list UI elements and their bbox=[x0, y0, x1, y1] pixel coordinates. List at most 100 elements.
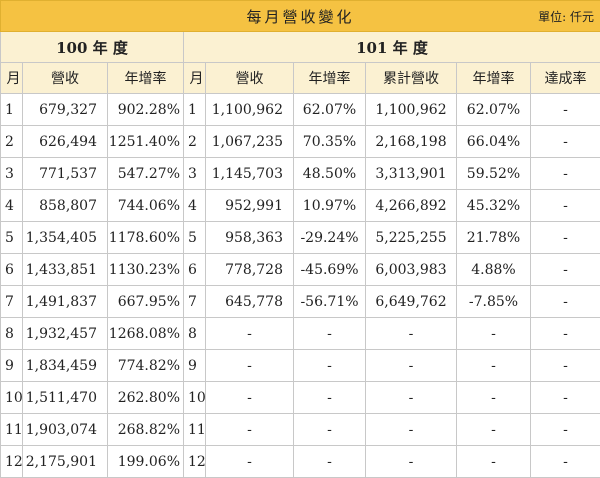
yoy-101-cell: -56.71% bbox=[294, 286, 366, 318]
achievement-cell: - bbox=[531, 414, 600, 446]
achievement-cell: - bbox=[531, 254, 600, 286]
cumulative-cell: - bbox=[366, 350, 457, 382]
month-101-cell: 6 bbox=[184, 254, 206, 286]
month-101-cell: 5 bbox=[184, 222, 206, 254]
month-101-cell: 10 bbox=[184, 382, 206, 414]
month-101-cell: 11 bbox=[184, 414, 206, 446]
month-100-cell: 2 bbox=[1, 126, 23, 158]
month-100-cell: 9 bbox=[1, 350, 23, 382]
yoy-101-cell: - bbox=[294, 350, 366, 382]
month-101-cell: 8 bbox=[184, 318, 206, 350]
yoy-100-cell: 199.06% bbox=[108, 446, 184, 478]
unit-label: 單位: 仟元 bbox=[538, 8, 594, 25]
revenue-100-cell: 626,494 bbox=[23, 126, 108, 158]
month-101-cell: 2 bbox=[184, 126, 206, 158]
revenue-101-cell: - bbox=[206, 382, 294, 414]
cumulative-yoy-cell: - bbox=[457, 318, 531, 350]
revenue-100-cell: 1,903,074 bbox=[23, 414, 108, 446]
revenue-101-cell: - bbox=[206, 350, 294, 382]
col-cumulative: 累計營收 bbox=[366, 63, 457, 94]
revenue-100-cell: 1,491,837 bbox=[23, 286, 108, 318]
yoy-101-cell: 62.07% bbox=[294, 94, 366, 126]
yoy-101-cell: -45.69% bbox=[294, 254, 366, 286]
yoy-100-cell: 744.06% bbox=[108, 190, 184, 222]
revenue-101-cell: - bbox=[206, 414, 294, 446]
revenue-100-cell: 1,433,851 bbox=[23, 254, 108, 286]
year-header-row: 100 年 度 101 年 度 bbox=[1, 32, 600, 63]
col-yoy-101: 年增率 bbox=[294, 63, 366, 94]
achievement-cell: - bbox=[531, 318, 600, 350]
yoy-101-cell: 48.50% bbox=[294, 158, 366, 190]
revenue-101-cell: 958,363 bbox=[206, 222, 294, 254]
cumulative-yoy-cell: - bbox=[457, 446, 531, 478]
cumulative-cell: - bbox=[366, 414, 457, 446]
year-100-header: 100 年 度 bbox=[1, 32, 184, 63]
table-title: 每月營收變化 bbox=[1, 6, 600, 27]
cumulative-cell: 3,313,901 bbox=[366, 158, 457, 190]
revenue-101-cell: 778,728 bbox=[206, 254, 294, 286]
month-100-cell: 1 bbox=[1, 94, 23, 126]
col-month-100: 月 bbox=[1, 63, 23, 94]
cumulative-cell: 1,100,962 bbox=[366, 94, 457, 126]
cumulative-cell: - bbox=[366, 446, 457, 478]
month-100-cell: 3 bbox=[1, 158, 23, 190]
revenue-100-cell: 679,327 bbox=[23, 94, 108, 126]
yoy-101-cell: - bbox=[294, 414, 366, 446]
cumulative-yoy-cell: 21.78% bbox=[457, 222, 531, 254]
revenue-100-cell: 858,807 bbox=[23, 190, 108, 222]
yoy-101-cell: 70.35% bbox=[294, 126, 366, 158]
title-cell: 每月營收變化 單位: 仟元 bbox=[1, 1, 600, 32]
cumulative-yoy-cell: 59.52% bbox=[457, 158, 531, 190]
revenue-100-cell: 1,354,405 bbox=[23, 222, 108, 254]
revenue-100-cell: 2,175,901 bbox=[23, 446, 108, 478]
yoy-100-cell: 902.28% bbox=[108, 94, 184, 126]
month-101-cell: 7 bbox=[184, 286, 206, 318]
cumulative-yoy-cell: - bbox=[457, 414, 531, 446]
cumulative-cell: - bbox=[366, 318, 457, 350]
month-100-cell: 6 bbox=[1, 254, 23, 286]
yoy-100-cell: 1251.40% bbox=[108, 126, 184, 158]
month-101-cell: 9 bbox=[184, 350, 206, 382]
cumulative-cell: 4,266,892 bbox=[366, 190, 457, 222]
achievement-cell: - bbox=[531, 286, 600, 318]
month-100-cell: 5 bbox=[1, 222, 23, 254]
month-101-cell: 3 bbox=[184, 158, 206, 190]
month-100-cell: 8 bbox=[1, 318, 23, 350]
yoy-100-cell: 774.82% bbox=[108, 350, 184, 382]
achievement-cell: - bbox=[531, 126, 600, 158]
col-revenue-100: 營收 bbox=[23, 63, 108, 94]
month-101-cell: 4 bbox=[184, 190, 206, 222]
cumulative-yoy-cell: 45.32% bbox=[457, 190, 531, 222]
month-100-cell: 4 bbox=[1, 190, 23, 222]
col-cumulative-yoy: 年增率 bbox=[457, 63, 531, 94]
col-month-101: 月 bbox=[184, 63, 206, 94]
col-yoy-100: 年增率 bbox=[108, 63, 184, 94]
month-101-cell: 1 bbox=[184, 94, 206, 126]
month-100-cell: 11 bbox=[1, 414, 23, 446]
cumulative-cell: - bbox=[366, 382, 457, 414]
cumulative-yoy-cell: - bbox=[457, 350, 531, 382]
cumulative-cell: 6,649,762 bbox=[366, 286, 457, 318]
month-100-cell: 12 bbox=[1, 446, 23, 478]
month-100-cell: 10 bbox=[1, 382, 23, 414]
cumulative-yoy-cell: - bbox=[457, 382, 531, 414]
col-revenue-101: 營收 bbox=[206, 63, 294, 94]
cumulative-cell: 5,225,255 bbox=[366, 222, 457, 254]
achievement-cell: - bbox=[531, 190, 600, 222]
revenue-101-cell: - bbox=[206, 318, 294, 350]
yoy-100-cell: 1130.23% bbox=[108, 254, 184, 286]
yoy-100-cell: 1268.08% bbox=[108, 318, 184, 350]
year-101-header: 101 年 度 bbox=[184, 32, 600, 63]
revenue-100-cell: 1,834,459 bbox=[23, 350, 108, 382]
